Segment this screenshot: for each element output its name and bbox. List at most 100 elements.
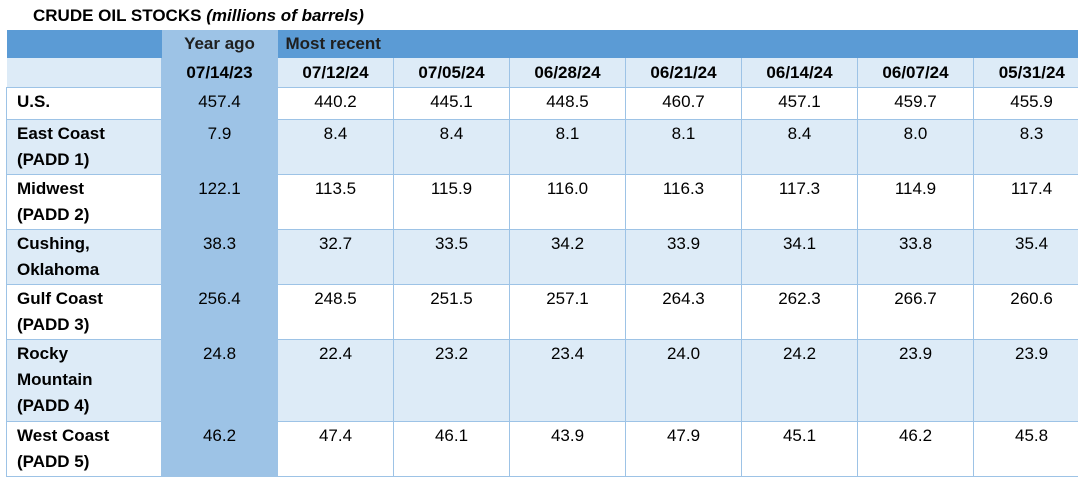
table-cell: 257.1 bbox=[509, 284, 626, 340]
table-cell: 256.4 bbox=[161, 284, 278, 340]
table-cell: 34.2 bbox=[509, 229, 626, 285]
table-cell: 45.8 bbox=[972, 421, 1078, 477]
table-cell: 24.2 bbox=[741, 339, 858, 422]
header-date: 06/07/24 bbox=[857, 58, 974, 88]
header-date: 07/12/24 bbox=[277, 58, 394, 88]
table-cell: 8.4 bbox=[393, 119, 510, 175]
row-label-line: Rocky bbox=[17, 344, 69, 363]
table-row: East Coast (PADD 1) 7.9 8.4 8.4 8.1 8.1 8.4 8.0 8… bbox=[6, 119, 1078, 175]
table-cell: 266.7 bbox=[857, 284, 974, 340]
table-cell: 23.9 bbox=[972, 339, 1078, 422]
table-cell: 24.8 bbox=[161, 339, 278, 422]
table-cell: 33.9 bbox=[625, 229, 742, 285]
header-date: 06/14/24 bbox=[741, 58, 858, 88]
table-title: CRUDE OIL STOCKS (millions of barrels) bbox=[33, 6, 364, 26]
row-label-line: (PADD 2) bbox=[17, 205, 90, 224]
table-row: Rocky Mountain (PADD 4) 24.8 22.4 23.2 23.4 24.… bbox=[6, 339, 1078, 422]
table-cell: 22.4 bbox=[277, 339, 394, 422]
table-cell: 457.1 bbox=[741, 87, 858, 120]
table-cell: 440.2 bbox=[277, 87, 394, 120]
header-dates-corner bbox=[6, 58, 162, 88]
header-date: 06/28/24 bbox=[509, 58, 626, 88]
header-most-recent: Most recent bbox=[277, 30, 1078, 58]
row-label-line: (PADD 5) bbox=[17, 452, 90, 471]
table-cell: 8.1 bbox=[509, 119, 626, 175]
table-cell: 35.4 bbox=[972, 229, 1078, 285]
header-year-ago: Year ago bbox=[161, 30, 278, 58]
table-cell: 457.4 bbox=[161, 87, 278, 120]
table-cell: 251.5 bbox=[393, 284, 510, 340]
table-cell: 24.0 bbox=[625, 339, 742, 422]
table-cell: 23.2 bbox=[393, 339, 510, 422]
row-label-line: West Coast bbox=[17, 426, 110, 445]
row-label-line: Oklahoma bbox=[17, 260, 100, 279]
row-label-line: Cushing, bbox=[17, 234, 90, 253]
table-cell: 33.8 bbox=[857, 229, 974, 285]
table-cell: 116.0 bbox=[509, 174, 626, 230]
table-cell: 122.1 bbox=[161, 174, 278, 230]
table-cell: 264.3 bbox=[625, 284, 742, 340]
table-cell: 459.7 bbox=[857, 87, 974, 120]
row-label-line: (PADD 1) bbox=[17, 150, 90, 169]
table-cell: 114.9 bbox=[857, 174, 974, 230]
table-cell: 115.9 bbox=[393, 174, 510, 230]
table-cell: 38.3 bbox=[161, 229, 278, 285]
header-row-groups: Year ago Most recent bbox=[6, 30, 1078, 58]
row-label: U.S. bbox=[6, 87, 162, 120]
table-cell: 116.3 bbox=[625, 174, 742, 230]
table-cell: 8.0 bbox=[857, 119, 974, 175]
crude-oil-stocks-table: Year ago Most recent 07/14/23 07/12/24 07/… bbox=[6, 30, 1078, 477]
table-cell: 8.3 bbox=[972, 119, 1078, 175]
row-label: West Coast (PADD 5) bbox=[6, 421, 162, 477]
table-cell: 117.3 bbox=[741, 174, 858, 230]
table-cell: 260.6 bbox=[972, 284, 1078, 340]
table-cell: 47.9 bbox=[625, 421, 742, 477]
header-date: 06/21/24 bbox=[625, 58, 742, 88]
title-subtitle: (millions of barrels) bbox=[206, 6, 364, 25]
table-cell: 117.4 bbox=[972, 174, 1078, 230]
table-cell: 46.2 bbox=[857, 421, 974, 477]
table-cell: 262.3 bbox=[741, 284, 858, 340]
row-label: Rocky Mountain (PADD 4) bbox=[6, 339, 162, 422]
table-cell: 32.7 bbox=[277, 229, 394, 285]
row-label-line: Gulf Coast bbox=[17, 289, 103, 308]
table-row: Gulf Coast (PADD 3) 256.4 248.5 251.5 257.1 26… bbox=[6, 284, 1078, 340]
header-corner bbox=[6, 30, 162, 58]
table-cell: 23.9 bbox=[857, 339, 974, 422]
table-row: Midwest (PADD 2) 122.1 113.5 115.9 116.0 116.3… bbox=[6, 174, 1078, 230]
table-cell: 445.1 bbox=[393, 87, 510, 120]
table-cell: 43.9 bbox=[509, 421, 626, 477]
row-label-line: (PADD 3) bbox=[17, 315, 90, 334]
table-row: Cushing, Oklahoma 38.3 32.7 33.5 34.2 33.9 34.1… bbox=[6, 229, 1078, 285]
table-cell: 8.4 bbox=[741, 119, 858, 175]
table-cell: 34.1 bbox=[741, 229, 858, 285]
table-cell: 448.5 bbox=[509, 87, 626, 120]
table-cell: 33.5 bbox=[393, 229, 510, 285]
table-cell: 46.2 bbox=[161, 421, 278, 477]
row-label: Midwest (PADD 2) bbox=[6, 174, 162, 230]
table-cell: 460.7 bbox=[625, 87, 742, 120]
row-label-line: U.S. bbox=[17, 92, 51, 111]
table-row: West Coast (PADD 5) 46.2 47.4 46.1 43.9 47.9 45… bbox=[6, 421, 1078, 477]
header-row-dates: 07/14/23 07/12/24 07/05/24 06/28/24 06/21/24… bbox=[6, 58, 1078, 88]
row-label-line: (PADD 4) bbox=[17, 396, 90, 415]
header-date: 07/14/23 bbox=[161, 58, 278, 88]
table-cell: 46.1 bbox=[393, 421, 510, 477]
table-cell: 8.1 bbox=[625, 119, 742, 175]
table-cell: 455.9 bbox=[972, 87, 1078, 120]
row-label-line: East Coast bbox=[17, 124, 105, 143]
table-cell: 47.4 bbox=[277, 421, 394, 477]
row-label: Cushing, Oklahoma bbox=[6, 229, 162, 285]
row-label-line: Mountain bbox=[17, 370, 93, 389]
table-cell: 7.9 bbox=[161, 119, 278, 175]
table-cell: 23.4 bbox=[509, 339, 626, 422]
row-label: East Coast (PADD 1) bbox=[6, 119, 162, 175]
table-cell: 113.5 bbox=[277, 174, 394, 230]
row-label: Gulf Coast (PADD 3) bbox=[6, 284, 162, 340]
table-cell: 8.4 bbox=[277, 119, 394, 175]
table-cell: 45.1 bbox=[741, 421, 858, 477]
header-date: 07/05/24 bbox=[393, 58, 510, 88]
table-row: U.S. 457.4 440.2 445.1 448.5 460.7 457.1 459.7 4… bbox=[6, 87, 1078, 120]
title-main: CRUDE OIL STOCKS bbox=[33, 6, 202, 25]
row-label-line: Midwest bbox=[17, 179, 85, 198]
